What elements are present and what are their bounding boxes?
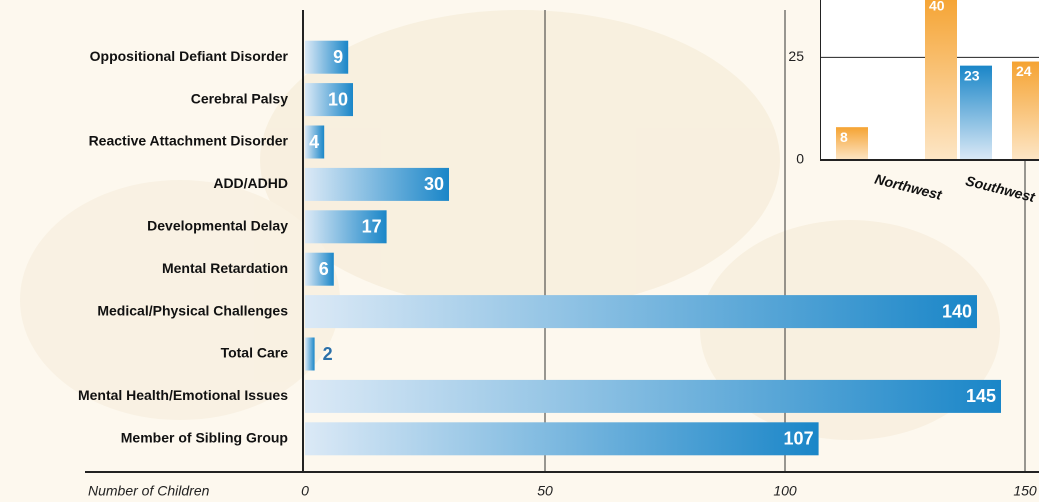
value-label: 6 (319, 259, 329, 279)
bar (925, 0, 957, 161)
bar (1012, 61, 1039, 160)
value-label: 10 (328, 89, 348, 109)
bar (305, 379, 1001, 413)
value-label: 40 (929, 0, 945, 14)
value-label: 4 (309, 132, 319, 152)
value-label: 2 (323, 344, 333, 364)
bar (305, 252, 334, 286)
value-label: 23 (964, 67, 980, 83)
group-label: Northwest (873, 171, 945, 203)
x-tick-label: 100 (773, 483, 797, 499)
category-label: Reactive Attachment Disorder (89, 133, 289, 149)
group-label: Southwest (964, 172, 1038, 205)
category-label: Developmental Delay (147, 218, 288, 234)
category-label: ADD/ADHD (213, 175, 288, 191)
value-label: 145 (966, 386, 996, 406)
value-label: 9 (333, 47, 343, 67)
category-label: Medical/Physical Challenges (97, 302, 288, 318)
value-label: 17 (362, 217, 382, 237)
bar (960, 65, 992, 160)
bar (305, 167, 449, 201)
x-tick-label: 150 (1013, 483, 1037, 499)
bar (305, 83, 353, 117)
bar (305, 125, 325, 159)
category-label: Member of Sibling Group (121, 430, 288, 446)
value-label: 8 (840, 129, 848, 145)
category-label: Mental Retardation (162, 260, 288, 276)
value-label: 140 (942, 301, 972, 321)
bar (305, 337, 315, 371)
x-axis-label: Number of Children (88, 483, 210, 499)
y-tick-label: 25 (788, 48, 804, 64)
y-tick-label: 0 (796, 151, 804, 167)
value-label: 107 (784, 429, 814, 449)
x-tick-label: 0 (301, 483, 309, 499)
bar (305, 295, 977, 329)
category-label: Oppositional Defiant Disorder (90, 48, 289, 64)
bar (305, 422, 819, 456)
inset-chart: 8 40 23 24 Northwest Southwest (820, 0, 1039, 205)
bar (305, 210, 387, 244)
value-label: 24 (1016, 63, 1032, 79)
category-label: Cerebral Palsy (191, 90, 288, 106)
bar (305, 40, 349, 74)
category-label: Mental Health/Emotional Issues (78, 387, 288, 403)
bar (836, 127, 868, 160)
category-label: Total Care (221, 345, 289, 361)
x-tick-label: 50 (537, 483, 553, 499)
value-label: 30 (424, 174, 444, 194)
